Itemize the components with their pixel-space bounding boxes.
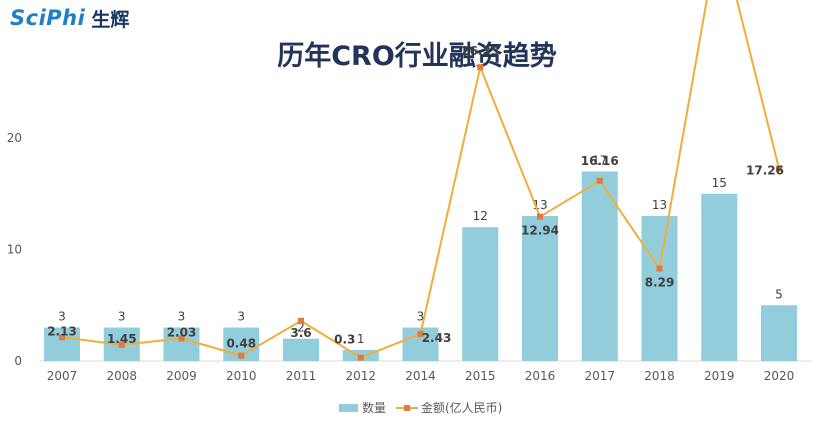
amount-marker <box>59 334 65 341</box>
amount-value-label: 0.3 <box>334 333 355 347</box>
bar-value-label: 15 <box>712 176 727 190</box>
amount-value-label: 8.29 <box>645 276 675 290</box>
bar-value-label: 3 <box>178 310 186 324</box>
x-tick-label: 2015 <box>465 369 496 383</box>
bar <box>462 227 499 361</box>
legend-label-bar: 数量 <box>362 400 386 415</box>
logo: SciPhi 生辉 <box>10 4 129 32</box>
amount-marker <box>417 330 424 337</box>
legend-label-line: 金额(亿人民币) <box>421 400 502 415</box>
chart-title: 历年CRO行业融资趋势 <box>277 41 557 72</box>
amount-marker <box>298 317 304 324</box>
bar-value-label: 12 <box>473 209 488 223</box>
legend-swatch-bar <box>339 404 358 412</box>
bar <box>44 327 80 361</box>
bar-value-label: 5 <box>775 287 783 301</box>
y-tick-label: 20 <box>7 131 22 145</box>
amount-value-label: 2.03 <box>167 325 197 339</box>
x-tick-label: 2016 <box>525 369 556 383</box>
bar-value-label: 3 <box>118 310 126 324</box>
x-tick-label: 2011 <box>286 369 317 383</box>
bar-value-label: 3 <box>417 310 425 324</box>
bar <box>522 216 558 361</box>
amount-value-label: 0.48 <box>226 337 256 351</box>
amount-marker <box>596 177 603 184</box>
amount-value-label: 1.45 <box>107 332 137 346</box>
amount-value-label: 16.16 <box>581 154 619 168</box>
bar-value-label: 17 <box>592 153 607 167</box>
x-tick-label: 2012 <box>345 369 376 383</box>
bar-value-label: 3 <box>237 310 245 324</box>
amount-value-label: 2.13 <box>47 324 77 338</box>
x-tick-label: 2009 <box>166 369 197 383</box>
x-tick-label: 2007 <box>47 369 78 383</box>
amount-marker <box>238 352 245 359</box>
amount-value-label: 17.26 <box>746 164 784 178</box>
amount-value-label: 3.6 <box>290 326 311 340</box>
bar <box>641 216 678 361</box>
x-tick-label: 2020 <box>764 369 795 383</box>
amount-marker <box>118 341 125 348</box>
amount-marker <box>178 335 185 342</box>
logo-text: SciPhi <box>10 6 86 30</box>
amount-value-label: 12.94 <box>521 224 559 238</box>
amount-marker <box>357 354 364 361</box>
bar <box>163 327 200 361</box>
y-tick-label: 0 <box>14 354 22 368</box>
amount-value-label: 26.35 <box>461 44 499 58</box>
amount-marker <box>537 213 543 220</box>
bar-value-label: 13 <box>652 198 667 212</box>
x-tick-label: 2014 <box>405 369 436 383</box>
amount-marker <box>477 64 484 71</box>
bar <box>701 193 738 361</box>
amount-marker <box>656 265 663 272</box>
x-tick-label: 2010 <box>226 369 257 383</box>
amount-marker <box>776 165 782 172</box>
x-tick-label: 2017 <box>584 369 615 383</box>
logo-cn: 生辉 <box>91 8 130 31</box>
legend-swatch-marker <box>404 405 410 411</box>
x-tick-label: 2019 <box>704 369 735 383</box>
bar <box>581 171 618 361</box>
amount-value-label: 2.43 <box>422 331 452 345</box>
x-tick-label: 2008 <box>106 369 137 383</box>
bar <box>761 305 797 361</box>
bar <box>283 338 319 361</box>
x-tick-label: 2018 <box>644 369 675 383</box>
bar-value-label: 1 <box>357 332 365 346</box>
y-tick-label: 10 <box>7 243 22 257</box>
bar-value-label: 3 <box>58 310 66 324</box>
bar-value-label: 2 <box>297 321 305 335</box>
